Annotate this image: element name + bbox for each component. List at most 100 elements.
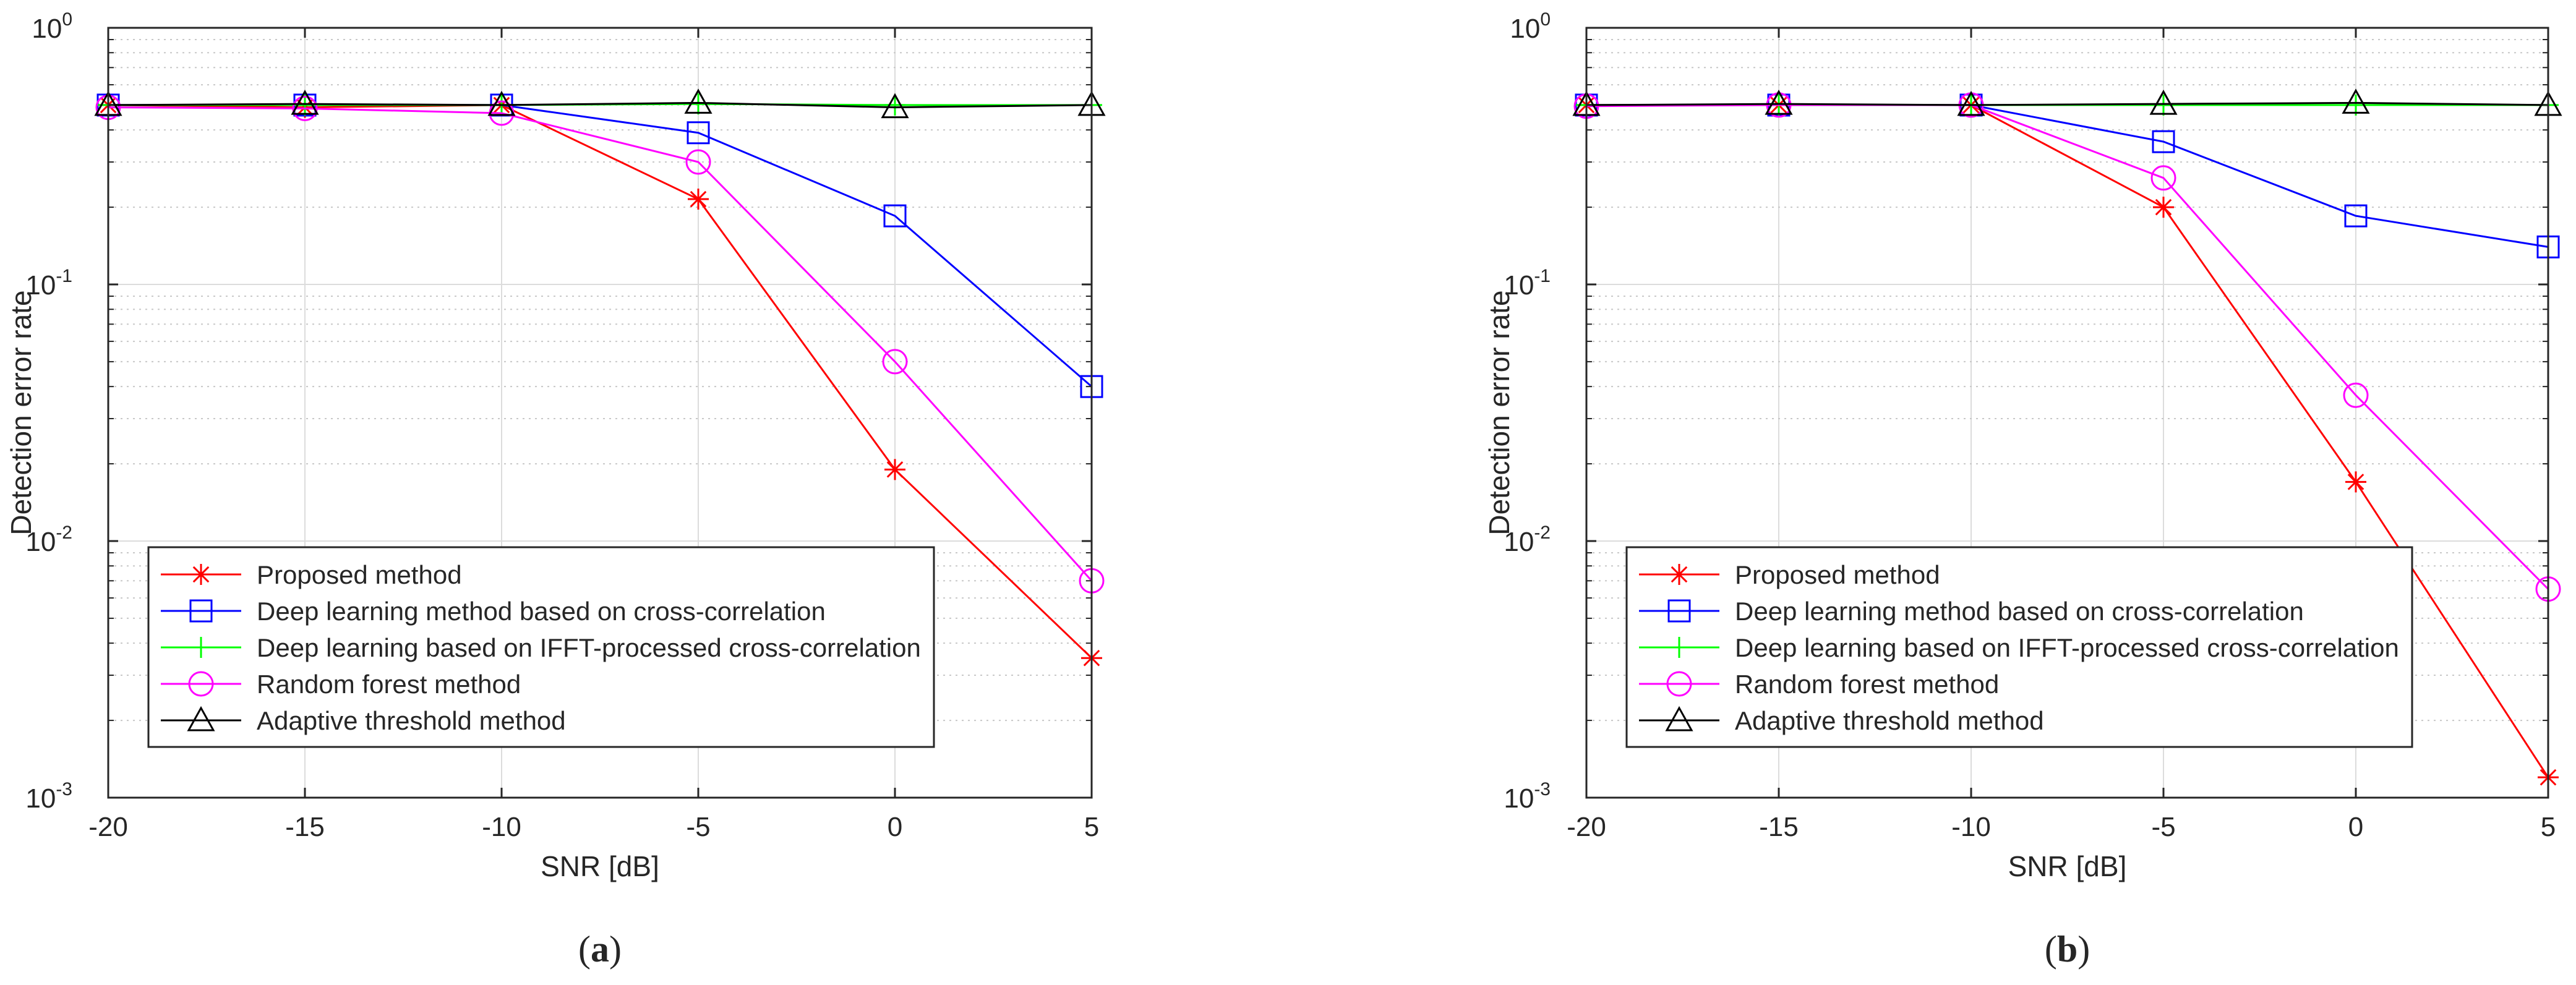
series-line xyxy=(108,101,1092,109)
legend-marker xyxy=(187,706,215,731)
y-tick-label: 10-2 xyxy=(1504,522,1551,557)
x-tick-label: -15 xyxy=(285,812,325,842)
x-tick-label: -5 xyxy=(2151,812,2175,842)
y-tick-base: 10 xyxy=(25,783,56,814)
y-tick-label: 10-1 xyxy=(1504,266,1551,301)
legend-marker xyxy=(1669,637,1690,658)
legend-label: Deep learning based on IFFT-processed cr… xyxy=(257,633,921,662)
data-point xyxy=(2153,197,2174,218)
legend-item: Deep learning based on IFFT-processed cr… xyxy=(1639,633,2399,662)
data-point xyxy=(688,189,709,210)
x-tick-label: 5 xyxy=(1084,812,1099,842)
data-point xyxy=(2152,130,2175,153)
legend-box xyxy=(147,546,935,748)
caption-letter: b xyxy=(2057,929,2077,970)
legend-item: Deep learning method based on cross-corr… xyxy=(161,597,826,626)
legend-label: Random forest method xyxy=(1735,670,1999,699)
data-point xyxy=(2150,165,2176,191)
legend-marker xyxy=(190,564,212,585)
series-line xyxy=(108,104,1093,659)
x-tick-label: -5 xyxy=(686,812,710,842)
legend-label: Deep learning method based on cross-corr… xyxy=(257,597,826,626)
series-line xyxy=(108,106,1093,582)
x-tick-label: -10 xyxy=(1951,812,1991,842)
data-point xyxy=(685,149,711,175)
panel-caption: (a) xyxy=(578,929,622,970)
legend-item: Random forest method xyxy=(161,670,521,699)
series-line xyxy=(1586,104,2549,590)
data-point xyxy=(684,88,712,114)
y-tick-base: 10 xyxy=(1504,783,1534,814)
y-tick-label: 100 xyxy=(1510,9,1551,44)
caption-letter: a xyxy=(591,929,609,970)
data-point xyxy=(291,90,319,115)
x-tick-label: -20 xyxy=(1567,812,1606,842)
data-point xyxy=(883,204,907,228)
legend-label: Deep learning based on IFFT-processed cr… xyxy=(1735,633,2399,662)
y-tick-base: 10 xyxy=(1504,527,1534,557)
data-point xyxy=(292,95,318,121)
legend-label: Random forest method xyxy=(257,670,521,699)
y-tick-exponent: -2 xyxy=(56,522,72,543)
plot-frame xyxy=(1585,27,2549,799)
y-tick-exponent: -1 xyxy=(1534,266,1551,286)
plot-frame xyxy=(107,27,1093,799)
legend-item: Proposed method xyxy=(1639,560,1940,589)
caption-close-paren: ) xyxy=(609,929,622,970)
data-point xyxy=(2342,88,2370,114)
y-tick-exponent: 0 xyxy=(62,9,72,30)
legend-item: Proposed method xyxy=(161,560,462,589)
y-tick-exponent: -1 xyxy=(56,266,72,286)
data-point xyxy=(1765,90,1793,115)
panel-caption: (b) xyxy=(2045,929,2090,970)
legend-item: Deep learning method based on cross-corr… xyxy=(1639,597,2304,626)
y-tick-label: 10-1 xyxy=(25,266,72,301)
legend-marker xyxy=(188,671,214,697)
x-axis-label: SNR [dB] xyxy=(541,850,659,882)
y-tick-base: 10 xyxy=(25,527,56,557)
x-axis-label: SNR [dB] xyxy=(2008,850,2127,882)
data-point xyxy=(884,94,905,116)
data-point xyxy=(487,90,516,116)
legend-marker xyxy=(1669,564,1690,585)
y-tick-base: 10 xyxy=(32,14,62,44)
data-point xyxy=(2344,204,2368,228)
data-point xyxy=(884,459,905,480)
y-axis-label: Detection error rate xyxy=(1483,290,1515,535)
legend-label: Deep learning method based on cross-corr… xyxy=(1735,597,2304,626)
legend: Proposed method Deep learning method base… xyxy=(1625,546,2413,748)
legend-marker xyxy=(1667,599,1691,623)
legend-marker xyxy=(189,599,213,623)
y-tick-base: 10 xyxy=(1504,270,1534,301)
caption-open-paren: ( xyxy=(578,929,591,970)
caption-close-paren: ) xyxy=(2077,929,2090,970)
data-point xyxy=(1957,90,1985,116)
y-tick-label: 10-2 xyxy=(25,522,72,557)
legend-item: Adaptive threshold method xyxy=(1639,706,2044,735)
legend-box xyxy=(1625,546,2413,748)
data-point xyxy=(687,121,710,145)
y-tick-base: 10 xyxy=(1510,14,1540,44)
caption-open-paren: ( xyxy=(2045,929,2057,970)
legend-item: Deep learning based on IFFT-processed cr… xyxy=(161,633,921,662)
legend-label: Adaptive threshold method xyxy=(1735,706,2044,735)
y-tick-label: 10-3 xyxy=(25,779,72,814)
legend-item: Random forest method xyxy=(1639,670,1999,699)
data-point xyxy=(2149,90,2178,115)
legend-label: Proposed method xyxy=(1735,560,1940,589)
y-axis-label: Detection error rate xyxy=(5,290,37,535)
legend: Proposed method Deep learning method base… xyxy=(147,546,935,748)
x-tick-label: -10 xyxy=(482,812,521,842)
x-tick-label: -20 xyxy=(88,812,128,842)
x-tick-label: 0 xyxy=(888,812,902,842)
y-tick-exponent: 0 xyxy=(1540,9,1551,30)
data-point xyxy=(882,349,908,375)
data-point xyxy=(2345,471,2366,493)
y-tick-exponent: -3 xyxy=(1534,779,1551,800)
y-tick-label: 10-3 xyxy=(1504,779,1551,814)
y-tick-base: 10 xyxy=(25,270,56,301)
